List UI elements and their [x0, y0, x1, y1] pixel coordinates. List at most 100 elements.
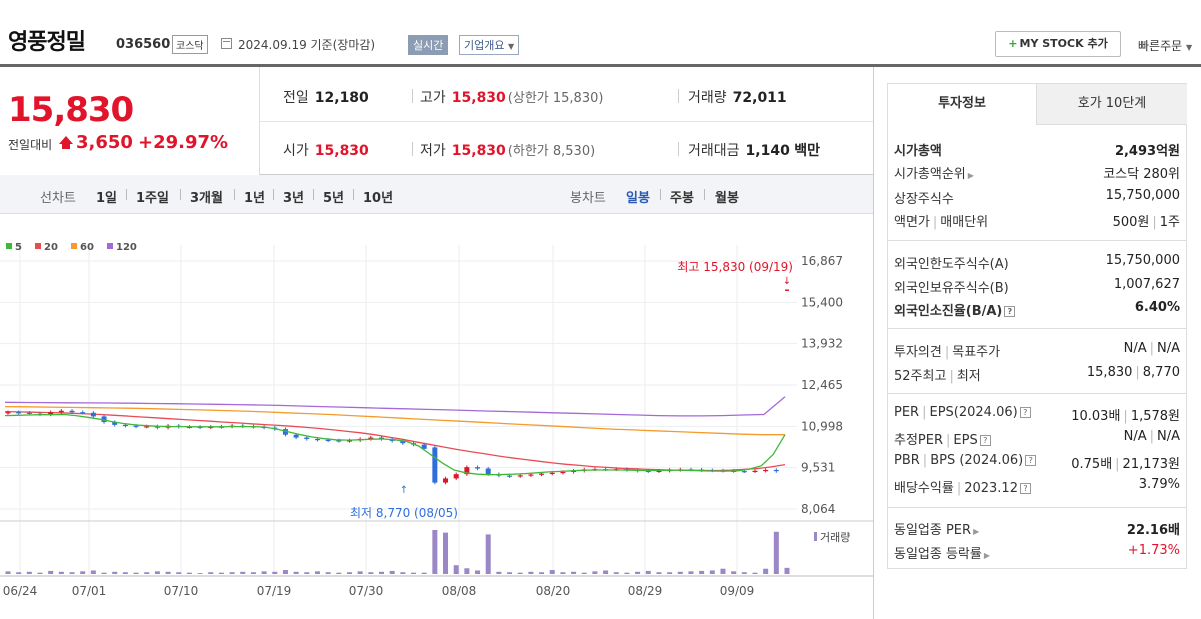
separator: | — [1123, 409, 1128, 424]
candle — [517, 475, 523, 477]
period-10year[interactable]: 10년 — [363, 191, 394, 206]
candle — [186, 426, 192, 429]
volume-bar — [282, 570, 288, 574]
opinion-row: 투자의견 | 목표주가 N/A | N/A — [894, 338, 1180, 360]
volume-bar — [122, 572, 128, 574]
week52-label-1: 52주최고 — [894, 369, 947, 384]
market-badge: 코스닥 — [172, 35, 208, 54]
caret-right-icon: ▶ — [973, 527, 980, 536]
candle — [560, 471, 566, 474]
cap-rank-link[interactable]: 시가총액순위 ▶ — [894, 163, 974, 182]
volume-bar — [37, 572, 43, 574]
caret-right-icon: ▶ — [983, 551, 991, 560]
realtime-button[interactable]: 실시간 — [408, 35, 449, 55]
my-stock-add-button[interactable]: + MY STOCK 추가 — [995, 31, 1121, 57]
market-cap-row: 시가총액 2,493억원 — [894, 137, 1180, 159]
amount-value: 1,140 — [745, 143, 790, 159]
help-icon[interactable]: ? — [979, 435, 991, 446]
shares-label: 상장주식수 — [894, 192, 954, 207]
period-5year[interactable]: 5년 — [323, 191, 345, 206]
candle — [763, 469, 769, 472]
candle — [549, 472, 555, 474]
volume-bar — [240, 571, 246, 574]
sector-per-row[interactable]: 동일업종 PER ▶ 22.16배 — [894, 516, 1180, 538]
group-divider — [888, 328, 1186, 329]
company-info-dropdown[interactable]: 기업개요 ▼ — [459, 35, 520, 55]
sector-change-row[interactable]: 동일업종 등락률 ▶ +1.73% — [894, 540, 1180, 562]
open-label: 시가 — [283, 143, 309, 159]
chart-period-bar: 선차트 1일 1주일 3개월 1년 3년 5년 10년 봉차트 일봉 주봉 월봉 — [0, 175, 873, 214]
volume-bar — [624, 572, 630, 574]
candle — [154, 426, 160, 428]
x-tick-label: 08/08 — [442, 584, 477, 598]
per-label-1: PER — [894, 405, 920, 420]
sector-change-link[interactable]: 동일업종 등락률 ▶ — [894, 543, 990, 562]
volume-bar — [411, 572, 417, 574]
current-price-box: 15,830 전일대비 3,650 +29.97% — [0, 67, 260, 175]
week52-label: 52주최고 | 최저 — [894, 365, 981, 384]
sector-per-link[interactable]: 동일업종 PER ▶ — [894, 519, 979, 538]
volume-bar — [400, 572, 406, 574]
help-icon[interactable]: ? — [1019, 407, 1031, 418]
candle-weekly[interactable]: 주봉 — [670, 191, 694, 206]
candle — [5, 412, 11, 414]
quick-order-button[interactable]: 빠른주문 ▼ — [1138, 37, 1192, 54]
max-arrow-icon: ↓ — [783, 276, 791, 287]
period-1day[interactable]: 1일 — [96, 191, 118, 206]
candle — [26, 412, 32, 414]
volume: 거래량 72,011 — [688, 87, 787, 107]
volume-bar — [5, 571, 11, 574]
candle — [90, 412, 96, 417]
dividend-label-1: 배당수익률 — [894, 481, 954, 496]
week52-row: 52주최고 | 최저 15,830 | 8,770 — [894, 362, 1180, 384]
foreign-hold-row: 외국인보유주식수(B) 1,007,627 — [894, 274, 1180, 296]
separator: | — [922, 453, 928, 468]
price-chart[interactable]: 16,867 15,400 13,932 12,465 10,998 9,531 8,064… — [0, 215, 873, 619]
candle — [475, 467, 481, 469]
volume-bar — [720, 568, 726, 574]
volume-bar — [549, 570, 555, 574]
volume-bar — [272, 571, 278, 574]
volume-bar — [752, 572, 758, 574]
separator: | — [922, 405, 927, 420]
period-3month[interactable]: 3개월 — [190, 191, 223, 206]
foreign-ratio-row: 외국인소진율(B/A)? 6.40% — [894, 297, 1180, 319]
investment-info-panel: 투자정보 호가 10단계 시가총액 2,493억원 시가총액순위 ▶ 코스닥 28… — [887, 83, 1187, 569]
divider — [660, 189, 661, 200]
volume-bar — [389, 570, 395, 574]
quick-order-label: 빠른주문 — [1138, 39, 1183, 53]
week52-label-2: 최저 — [956, 369, 981, 384]
par-label-1: 액면가 — [894, 215, 930, 230]
period-1year[interactable]: 1년 — [244, 191, 266, 206]
par-label: 액면가 | 매매단위 — [894, 211, 988, 230]
separator: | — [1149, 429, 1154, 444]
volume-bar — [357, 571, 363, 574]
candle-daily[interactable]: 일봉 — [626, 191, 650, 206]
cap-rank-row[interactable]: 시가총액순위 ▶ 코스닥 280위 — [894, 160, 1180, 182]
per-label-2: EPS(2024.06) — [929, 405, 1018, 420]
dividend-label-2: 2023.12 — [964, 481, 1018, 496]
volume-bar — [197, 573, 203, 574]
help-icon[interactable]: ? — [1019, 483, 1031, 494]
volume-bar — [304, 572, 310, 574]
sector-change-value: +1.73% — [1127, 543, 1180, 558]
ma120-line — [4, 396, 786, 417]
volume-bar — [603, 570, 609, 574]
volume-bar — [763, 568, 769, 574]
candle — [464, 467, 470, 475]
tab-order-book[interactable]: 호가 10단계 — [1037, 84, 1187, 125]
period-3year[interactable]: 3년 — [283, 191, 305, 206]
tab-investment-info[interactable]: 투자정보 — [888, 84, 1037, 125]
volume-bar — [464, 568, 470, 574]
period-1week[interactable]: 1주일 — [136, 191, 169, 206]
y-tick-label: 10,998 — [801, 419, 843, 433]
candle-monthly[interactable]: 월봉 — [715, 191, 739, 206]
foreign-hold-label: 외국인보유주식수(B) — [894, 281, 1009, 296]
foreign-ratio-value: 6.40% — [1134, 300, 1180, 315]
price-chart-svg[interactable]: 16,867 15,400 13,932 12,465 10,998 9,531 8,064… — [0, 215, 873, 619]
foreign-ratio-label-wrap: 외국인소진율(B/A)? — [894, 300, 1016, 319]
help-icon[interactable]: ? — [1004, 306, 1016, 317]
candle — [304, 437, 310, 439]
volume-bar — [699, 570, 705, 574]
help-icon[interactable]: ? — [1025, 455, 1037, 466]
